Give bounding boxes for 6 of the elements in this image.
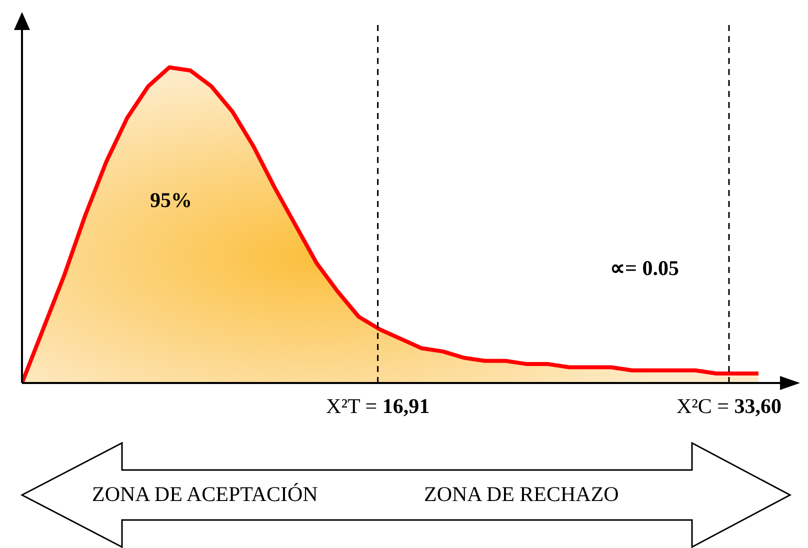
x-tick-label: X²T = 16,91 [326,394,430,418]
annotation: 95% [150,188,192,213]
x-tick-label: X²C = 33,60 [676,394,782,418]
text: ZONA DE ACEPTACIÓN [92,482,318,507]
text: ZONA DE RECHAZO [424,482,619,507]
annotation: ∝= 0.05 [610,256,679,281]
